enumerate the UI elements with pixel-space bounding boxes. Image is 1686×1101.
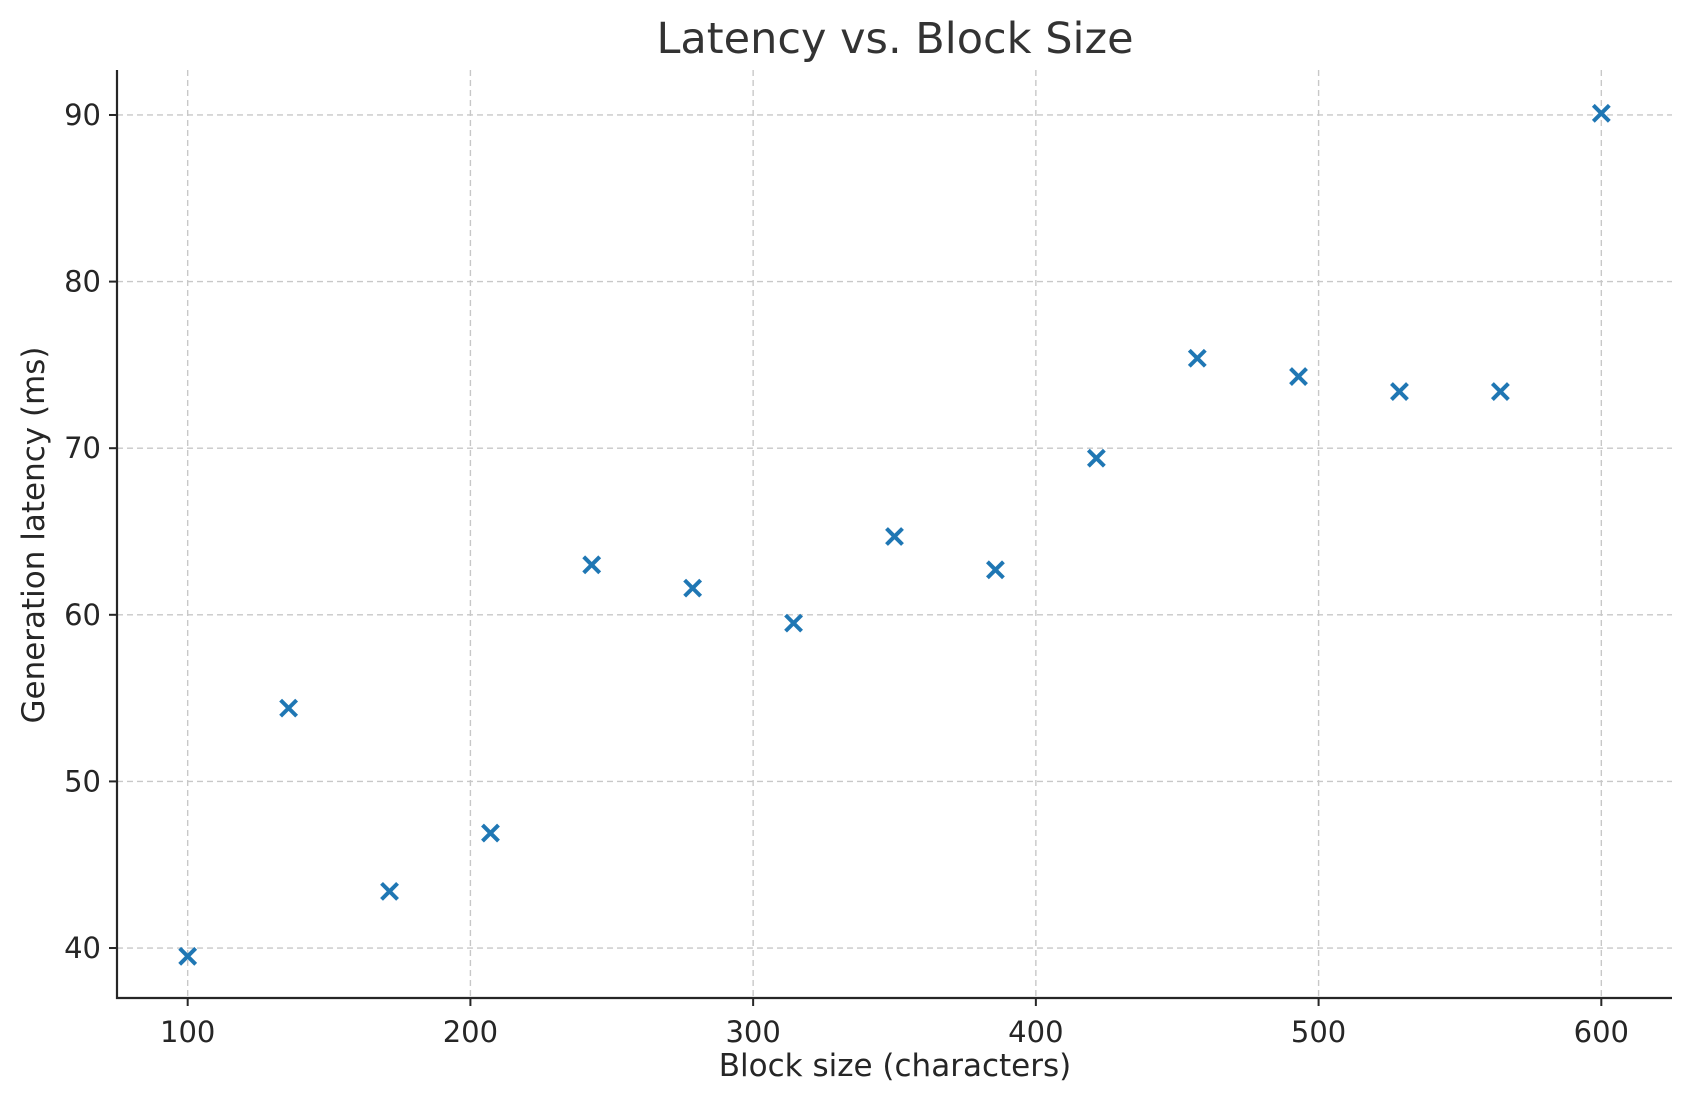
- x-axis-label: Block size (characters): [719, 1048, 1071, 1084]
- data-point: [582, 555, 602, 575]
- data-point: [481, 823, 500, 843]
- data-point: [1289, 367, 1308, 386]
- data-point: [784, 613, 803, 633]
- x-tick-label: 400: [1008, 1015, 1063, 1049]
- data-point: [1086, 448, 1106, 468]
- x-tick-label: 300: [725, 1015, 780, 1049]
- y-tick-label: 40: [64, 931, 101, 965]
- data-points: [178, 103, 1611, 966]
- x-tick-label: 200: [443, 1015, 498, 1049]
- chart-title: Latency vs. Block Size: [656, 14, 1133, 64]
- axis-spine: [115, 70, 1672, 1000]
- y-tick-label: 80: [64, 265, 101, 299]
- data-point: [1390, 382, 1409, 401]
- y-axis-label: Generation latency (ms): [16, 346, 52, 723]
- data-point: [279, 698, 299, 718]
- y-tick-label: 70: [64, 431, 101, 465]
- grid: [117, 70, 1672, 998]
- y-tick-label: 60: [64, 598, 101, 632]
- data-point: [1490, 382, 1510, 401]
- data-point: [380, 881, 399, 901]
- x-axis-ticks: 100 200 300 400 500 600: [160, 998, 1629, 1049]
- data-point: [1591, 103, 1611, 123]
- data-point: [1187, 348, 1207, 368]
- axes-spines: [115, 70, 1672, 1000]
- data-point: [683, 578, 703, 598]
- data-point: [178, 946, 198, 966]
- x-tick-label: 600: [1574, 1015, 1629, 1049]
- x-tick-label: 100: [160, 1015, 215, 1049]
- y-tick-label: 50: [64, 764, 101, 798]
- y-axis-ticks: 40 50 60 70 80 90: [64, 98, 117, 965]
- y-tick-label: 90: [64, 98, 101, 132]
- x-tick-label: 500: [1291, 1015, 1346, 1049]
- data-point: [885, 527, 904, 546]
- data-point: [986, 560, 1005, 580]
